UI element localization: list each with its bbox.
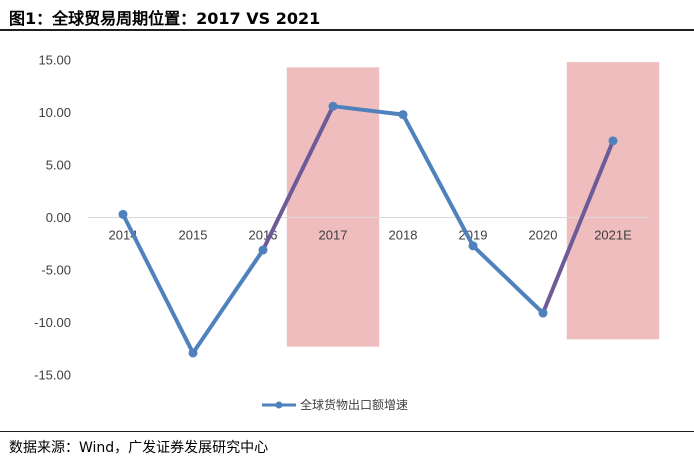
y-tick-label: 0.00 (46, 210, 71, 225)
y-tick-label: -10.00 (34, 315, 71, 330)
data-point-2018 (398, 110, 408, 120)
data-point-2014 (118, 209, 128, 219)
highlight-band-2017 (286, 67, 380, 347)
source-note: 数据来源：Wind，广发证券发展研究中心 (9, 440, 269, 456)
highlight-band-2021e (566, 62, 660, 340)
series-line-segment (261, 104, 335, 253)
title-divider (0, 29, 694, 31)
series-line-segment (121, 212, 195, 355)
series-line-segment (471, 243, 545, 316)
data-point-2015 (188, 348, 198, 358)
data-point-2019 (468, 241, 478, 251)
source-divider (0, 431, 694, 432)
series-line-segment (331, 104, 405, 117)
data-point-2021e (608, 136, 618, 146)
data-point-2017 (328, 101, 338, 111)
y-tick-label: -5.00 (41, 263, 71, 278)
x-tick-label: 2020 (529, 228, 558, 243)
y-tick-label: -15.00 (34, 368, 71, 383)
x-tick-label: 2018 (389, 228, 418, 243)
chart-title: 图1：全球贸易周期位置：2017 VS 2021 (9, 9, 321, 28)
y-tick-label: 10.00 (38, 105, 71, 120)
x-tick-label: 2021E (594, 228, 632, 243)
legend-marker (275, 401, 283, 409)
legend-label: 全球货物出口额增速 (300, 397, 408, 412)
series-line-segment (401, 112, 475, 248)
y-tick-label: 5.00 (46, 158, 71, 173)
data-point-2020 (538, 308, 548, 318)
y-tick-label: 15.00 (38, 53, 71, 68)
series-line-segment (191, 248, 265, 355)
x-tick-label: 2015 (179, 228, 208, 243)
series-line-segment (541, 138, 615, 316)
data-point-2016 (258, 245, 268, 255)
x-tick-label: 2017 (319, 228, 348, 243)
